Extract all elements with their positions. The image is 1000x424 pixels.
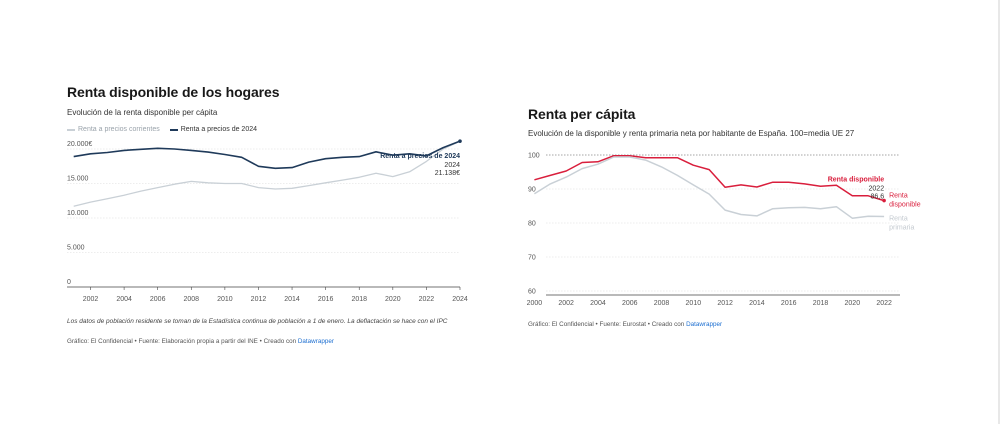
left-x-tick-label: 2024 bbox=[452, 296, 468, 303]
line-renta-corrientes bbox=[73, 140, 461, 207]
right-annotation-value: 86,6 bbox=[870, 194, 884, 201]
right-x-tick-label: 2012 bbox=[717, 300, 733, 307]
right-y-tick-label: 100 bbox=[528, 153, 540, 160]
right-x-tick-label: 2002 bbox=[558, 300, 574, 307]
legend-label-corrientes: Renta a precios corrientes bbox=[78, 126, 160, 133]
right-x-tick-label: 2000 bbox=[527, 300, 543, 307]
left-x-tick-label: 2010 bbox=[217, 296, 233, 303]
right-x-tick-label: 2006 bbox=[622, 300, 638, 307]
legend-item-2024: Renta a precios de 2024 bbox=[169, 126, 257, 133]
right-credit-text: Gráfico: El Confidencial • Fuente: Euros… bbox=[528, 321, 687, 328]
left-x-tick-label: 2008 bbox=[183, 296, 199, 303]
left-note: Los datos de población residente se toma… bbox=[67, 318, 448, 325]
left-y-tick-label: 15.000 bbox=[67, 176, 89, 183]
left-annotation-value: 21.138€ bbox=[435, 170, 460, 177]
right-chart-svg: 60 70 80 90 100 2000 2002 2004 2006 2008 2010 2012 2… bbox=[527, 153, 921, 308]
right-x-tick-label: 2016 bbox=[781, 300, 797, 307]
left-annotation-name: Renta a precios de 2024 bbox=[380, 153, 460, 160]
line-renta-2024 bbox=[73, 140, 461, 170]
line-renta-primaria bbox=[534, 156, 885, 219]
right-x-tick-label: 2008 bbox=[654, 300, 670, 307]
legend-swatch-gray bbox=[67, 128, 75, 131]
right-endpoint-marker bbox=[882, 198, 886, 203]
left-x-tick-label: 2018 bbox=[351, 296, 367, 303]
page-edge-divider bbox=[998, 0, 1000, 424]
right-x-tick-label: 2018 bbox=[813, 300, 829, 307]
right-end-label-gray-2: primaria bbox=[889, 225, 914, 232]
right-y-tick-label: 60 bbox=[528, 289, 536, 296]
left-x-tick-label: 2012 bbox=[251, 296, 267, 303]
left-chart-svg: 0 5.000 10.000 15.000 20.000€ 2002 2004 2006 200… bbox=[67, 139, 468, 303]
right-chart-subtitle: Evolución de la disponible y renta prima… bbox=[528, 129, 855, 138]
right-y-tick-label: 80 bbox=[528, 221, 536, 228]
right-chart-panel: Renta per cápita Evolución de la disponi… bbox=[500, 0, 1000, 424]
left-x-tick-label: 2006 bbox=[150, 296, 166, 303]
line-renta-disponible bbox=[534, 154, 885, 202]
right-x-tick-label: 2010 bbox=[686, 300, 702, 307]
left-y-tick-label: 10.000 bbox=[67, 210, 89, 217]
left-datawrapper-link[interactable]: Datawrapper bbox=[297, 338, 334, 345]
left-x-tick-label: 2002 bbox=[83, 296, 99, 303]
left-chart-panel: Renta disponible de los hogares Evolució… bbox=[67, 84, 468, 345]
left-y-tick-label: 5.000 bbox=[67, 245, 85, 252]
left-x-tick-label: 2014 bbox=[284, 296, 300, 303]
right-y-tick-label: 90 bbox=[528, 187, 536, 194]
legend-item-corrientes: Renta a precios corrientes bbox=[67, 126, 160, 133]
left-chart-subtitle: Evolución de la renta disponible per cáp… bbox=[67, 108, 218, 117]
legend-label-2024: Renta a precios de 2024 bbox=[180, 126, 257, 133]
left-credit-text: Gráfico: El Confidencial • Fuente: Elabo… bbox=[67, 338, 298, 345]
legend-swatch-navy bbox=[169, 128, 178, 131]
right-y-tick-label: 70 bbox=[528, 255, 536, 262]
left-x-tick-label: 2022 bbox=[419, 296, 435, 303]
right-end-label-gray-1: Renta bbox=[889, 216, 908, 223]
right-x-tick-label: 2004 bbox=[590, 300, 606, 307]
left-y-tick-label: 0 bbox=[67, 279, 71, 286]
right-end-label-red-2: disponible bbox=[889, 202, 921, 209]
right-annotation-name: Renta disponible bbox=[828, 177, 885, 184]
right-datawrapper-link[interactable]: Datawrapper bbox=[686, 321, 723, 328]
left-x-tick-label: 2020 bbox=[385, 296, 401, 303]
right-credit: Gráfico: El Confidencial • Fuente: Euros… bbox=[528, 321, 722, 328]
left-y-tick-label: 20.000€ bbox=[67, 141, 92, 148]
left-credit: Gráfico: El Confidencial • Fuente: Elabo… bbox=[67, 338, 334, 345]
left-chart-title: Renta disponible de los hogares bbox=[67, 84, 280, 100]
left-endpoint-marker bbox=[458, 139, 462, 143]
right-x-tick-label: 2022 bbox=[876, 300, 892, 307]
right-x-tick-label: 2014 bbox=[749, 300, 765, 307]
right-x-tick-label: 2020 bbox=[845, 300, 861, 307]
left-x-tick-label: 2004 bbox=[116, 296, 132, 303]
left-legend: Renta a precios corrientes Renta a preci… bbox=[67, 126, 257, 133]
right-chart-title: Renta per cápita bbox=[528, 106, 636, 122]
right-annotation-year: 2022 bbox=[869, 186, 885, 193]
left-x-tick-label: 2016 bbox=[318, 296, 334, 303]
left-annotation-year: 2024 bbox=[444, 162, 460, 169]
right-end-label-red-1: Renta bbox=[889, 193, 908, 200]
